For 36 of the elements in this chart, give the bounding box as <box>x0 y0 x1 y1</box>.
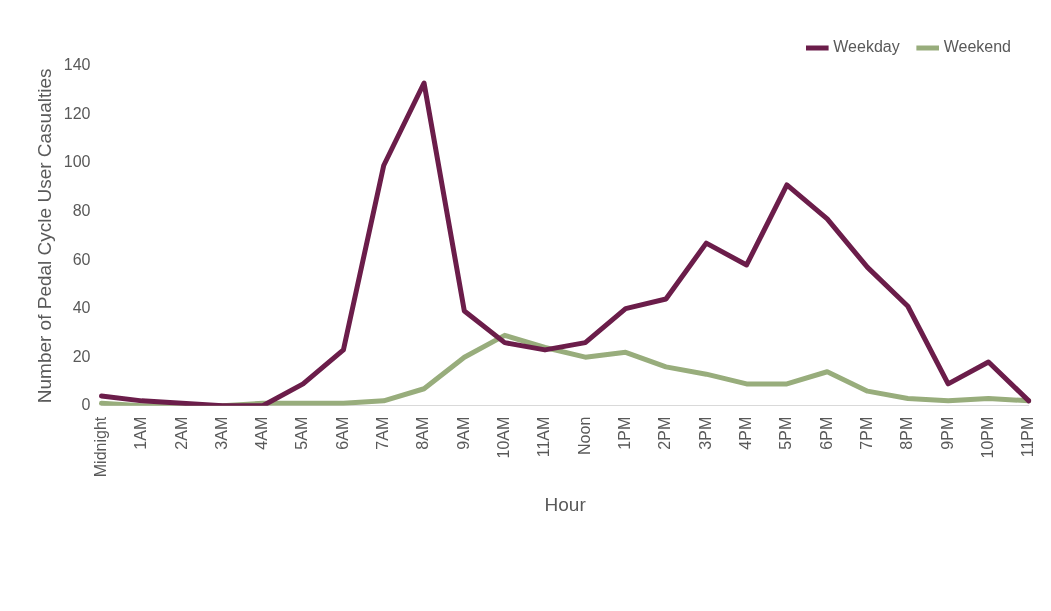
x-tick-label: 1AM <box>132 416 150 450</box>
x-tick-label: 1PM <box>616 416 634 450</box>
x-tick-label: 11AM <box>535 416 553 458</box>
x-tick-label: 9PM <box>938 416 956 450</box>
x-tick-label: 7AM <box>374 416 392 450</box>
x-axis-title: Hour <box>544 493 587 515</box>
x-tick-label: 8AM <box>414 416 432 450</box>
y-tick-label: 140 <box>63 56 91 74</box>
x-tick-label: Midnight <box>91 416 109 478</box>
y-tick-label: 40 <box>72 299 91 317</box>
x-tick-label: 10AM <box>495 416 513 459</box>
x-tick-label: 5PM <box>777 416 795 450</box>
y-tick-label: 0 <box>81 396 91 414</box>
y-tick-label: 20 <box>72 347 91 365</box>
y-tick-label: 100 <box>63 153 91 171</box>
legend-label: Weekend <box>943 38 1012 56</box>
y-tick-label: 120 <box>63 104 91 122</box>
x-tick-label: 11PM <box>1019 416 1037 458</box>
x-tick-label: 4AM <box>253 416 271 450</box>
x-tick-label: 10PM <box>978 416 996 459</box>
x-tick-label: 3AM <box>212 416 230 450</box>
x-tick-label: Noon <box>575 416 593 455</box>
y-tick-label: 60 <box>72 250 91 268</box>
x-tick-label: 8PM <box>898 416 916 450</box>
y-axis-title: Number of Pedal Cycle User Casualties <box>33 68 55 404</box>
x-tick-label: 2PM <box>656 416 674 450</box>
x-tick-label: 6PM <box>817 416 835 450</box>
legend-label: Weekday <box>833 38 900 56</box>
x-tick-label: 6AM <box>333 416 351 450</box>
y-tick-label: 80 <box>72 202 91 219</box>
x-tick-label: 3PM <box>696 416 714 450</box>
x-tick-label: 5AM <box>293 416 311 450</box>
x-tick-label: 7PM <box>857 416 875 450</box>
x-tick-label: 2AM <box>172 416 190 450</box>
x-tick-label: 9AM <box>454 416 472 450</box>
x-tick-label: 4PM <box>736 416 754 450</box>
